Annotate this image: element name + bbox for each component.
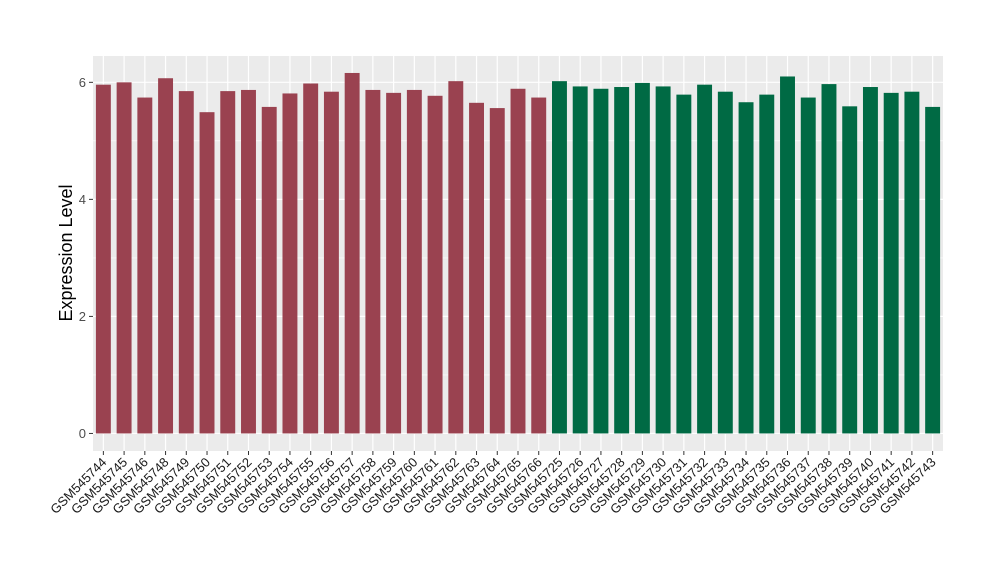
bar-GSM545733	[717, 91, 733, 434]
y-axis-title: Expression Level	[56, 184, 76, 321]
bar-GSM545736	[780, 76, 795, 434]
bar-GSM545757	[344, 72, 360, 434]
bar-GSM545753	[261, 106, 277, 434]
bar-GSM545749	[178, 91, 194, 434]
bar-GSM545766	[531, 97, 547, 434]
bar-GSM545739	[842, 106, 858, 434]
bar-GSM545765	[510, 88, 526, 434]
bar-GSM545750	[199, 112, 215, 434]
bar-GSM545737	[800, 97, 816, 434]
bar-GSM545764	[489, 108, 505, 434]
bar-GSM545727	[593, 88, 609, 434]
bar-GSM545738	[821, 84, 837, 434]
y-axis: 0 2 4 6	[79, 75, 93, 441]
bar-GSM545756	[323, 91, 339, 434]
bar-GSM545751	[220, 91, 236, 434]
bar-GSM545725	[552, 81, 567, 434]
bar-GSM545735	[759, 94, 775, 434]
bar-GSM545755	[303, 83, 319, 434]
bar-GSM545728	[614, 87, 630, 434]
bar-GSM545752	[241, 89, 256, 434]
bar-GSM545726	[572, 86, 588, 434]
y-tick-label: 4	[79, 192, 86, 207]
y-tick-label: 0	[79, 426, 86, 441]
bar-GSM545743	[925, 106, 941, 434]
bar-GSM545754	[282, 93, 298, 434]
bar-GSM545759	[386, 92, 402, 434]
bar-GSM545729	[634, 82, 650, 434]
bar-GSM545758	[365, 89, 381, 434]
bars	[95, 72, 941, 434]
bar-GSM545732	[697, 84, 713, 434]
bar-GSM545760	[406, 89, 422, 434]
bar-GSM545741	[883, 92, 899, 434]
bar-GSM545734	[738, 102, 754, 434]
bar-GSM545744	[95, 84, 111, 434]
bar-GSM545748	[158, 78, 174, 434]
y-tick-label: 6	[79, 75, 86, 90]
bar-GSM545746	[137, 97, 153, 434]
bar-GSM545745	[116, 82, 132, 434]
bar-GSM545761	[427, 95, 443, 434]
bar-GSM545740	[862, 87, 878, 434]
bar-GSM545742	[904, 91, 920, 434]
bar-GSM545763	[469, 102, 484, 434]
y-tick-label: 2	[79, 309, 86, 324]
x-axis: GSM545744GSM545745GSM545746GSM545748GSM5…	[47, 451, 939, 517]
bar-GSM545762	[448, 81, 464, 434]
bar-GSM545731	[676, 94, 692, 434]
bar-GSM545730	[655, 86, 671, 434]
